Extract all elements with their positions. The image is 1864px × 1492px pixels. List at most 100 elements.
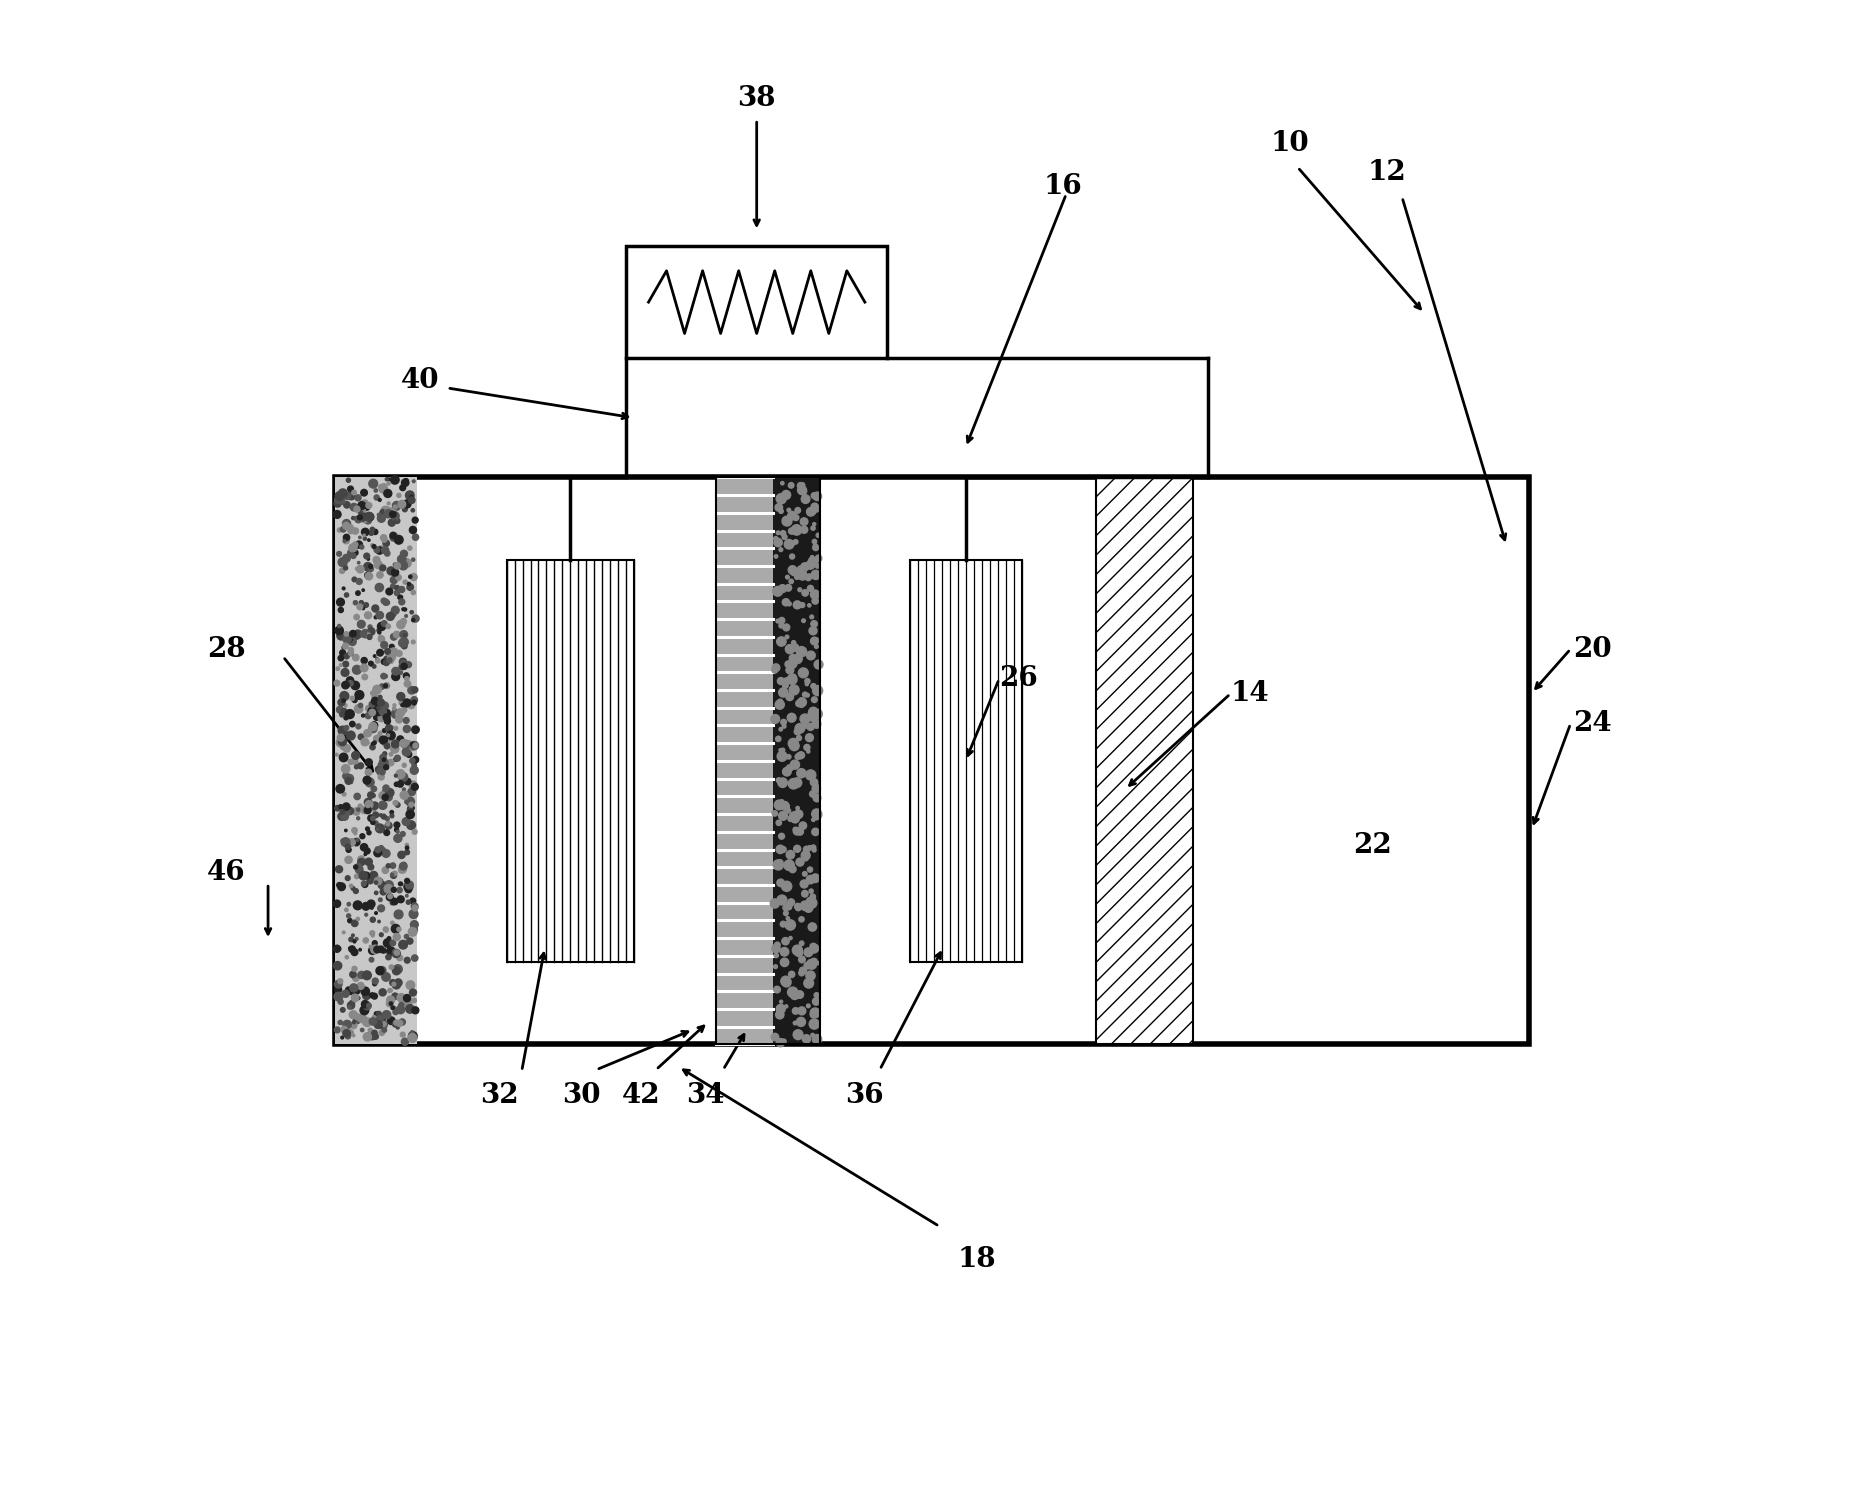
- Circle shape: [365, 706, 371, 712]
- Circle shape: [792, 653, 802, 664]
- Circle shape: [775, 941, 781, 947]
- Text: 14: 14: [1230, 680, 1269, 707]
- Circle shape: [393, 967, 401, 974]
- Circle shape: [349, 1006, 350, 1009]
- Circle shape: [803, 979, 813, 988]
- Circle shape: [337, 655, 343, 661]
- Circle shape: [401, 1032, 404, 1037]
- Circle shape: [354, 516, 358, 519]
- Circle shape: [775, 700, 785, 709]
- Circle shape: [412, 615, 419, 622]
- Circle shape: [781, 958, 788, 967]
- Circle shape: [378, 792, 386, 800]
- Circle shape: [358, 561, 360, 564]
- Circle shape: [399, 1019, 404, 1025]
- Circle shape: [785, 585, 792, 591]
- Circle shape: [790, 568, 798, 576]
- Circle shape: [345, 986, 352, 994]
- Circle shape: [774, 986, 781, 992]
- Circle shape: [807, 604, 811, 607]
- Circle shape: [404, 742, 412, 750]
- Circle shape: [397, 994, 404, 1001]
- Circle shape: [788, 739, 798, 749]
- Circle shape: [341, 1035, 343, 1038]
- Circle shape: [375, 616, 377, 619]
- Circle shape: [412, 509, 414, 512]
- Circle shape: [811, 621, 816, 627]
- Circle shape: [371, 803, 378, 810]
- Circle shape: [347, 731, 356, 740]
- Text: 22: 22: [1353, 833, 1392, 859]
- Circle shape: [373, 546, 375, 549]
- Circle shape: [800, 916, 803, 922]
- Circle shape: [414, 991, 416, 994]
- Circle shape: [347, 477, 350, 482]
- Circle shape: [815, 815, 818, 819]
- Circle shape: [384, 927, 388, 932]
- Circle shape: [365, 759, 373, 765]
- Circle shape: [363, 1003, 371, 1010]
- Circle shape: [371, 934, 375, 937]
- Circle shape: [408, 782, 418, 789]
- Circle shape: [384, 830, 390, 836]
- Circle shape: [397, 736, 404, 743]
- Circle shape: [807, 574, 813, 579]
- Circle shape: [802, 850, 811, 859]
- Circle shape: [403, 500, 410, 507]
- Circle shape: [354, 889, 358, 894]
- Circle shape: [349, 486, 354, 492]
- Circle shape: [382, 1028, 386, 1032]
- Circle shape: [779, 688, 788, 697]
- Circle shape: [362, 739, 369, 746]
- Circle shape: [371, 821, 375, 825]
- Circle shape: [380, 949, 386, 953]
- Circle shape: [781, 531, 787, 536]
- Circle shape: [787, 809, 790, 813]
- Circle shape: [809, 509, 816, 515]
- Circle shape: [350, 947, 354, 950]
- Circle shape: [336, 495, 337, 498]
- Circle shape: [798, 485, 807, 494]
- Circle shape: [341, 646, 345, 649]
- Circle shape: [337, 883, 341, 888]
- Circle shape: [393, 704, 395, 707]
- Circle shape: [378, 846, 384, 850]
- Circle shape: [337, 1000, 343, 1004]
- Circle shape: [367, 503, 369, 506]
- Circle shape: [772, 667, 777, 673]
- Circle shape: [792, 645, 798, 651]
- Circle shape: [813, 998, 820, 1006]
- Circle shape: [339, 712, 345, 718]
- Circle shape: [401, 551, 408, 558]
- Circle shape: [341, 813, 349, 821]
- Circle shape: [798, 1007, 805, 1015]
- Circle shape: [395, 712, 403, 718]
- Circle shape: [811, 527, 815, 530]
- Circle shape: [358, 858, 365, 865]
- Circle shape: [390, 634, 397, 640]
- Circle shape: [345, 830, 347, 831]
- Circle shape: [390, 648, 397, 656]
- Circle shape: [380, 703, 388, 710]
- Circle shape: [337, 558, 347, 567]
- Circle shape: [373, 1034, 378, 1040]
- Circle shape: [412, 998, 416, 1003]
- Circle shape: [367, 792, 375, 798]
- Circle shape: [788, 659, 798, 668]
- Circle shape: [378, 1029, 384, 1035]
- Circle shape: [781, 947, 788, 956]
- Circle shape: [388, 759, 393, 765]
- Circle shape: [395, 507, 399, 510]
- Circle shape: [371, 543, 375, 546]
- Circle shape: [337, 980, 339, 983]
- Text: 24: 24: [1573, 710, 1612, 737]
- Circle shape: [403, 998, 412, 1007]
- Circle shape: [802, 891, 807, 897]
- Circle shape: [809, 627, 816, 634]
- Bar: [1096, 477, 1193, 1044]
- Circle shape: [373, 695, 375, 698]
- Circle shape: [334, 1026, 339, 1032]
- Circle shape: [800, 703, 803, 707]
- Circle shape: [390, 965, 393, 970]
- Circle shape: [349, 946, 356, 952]
